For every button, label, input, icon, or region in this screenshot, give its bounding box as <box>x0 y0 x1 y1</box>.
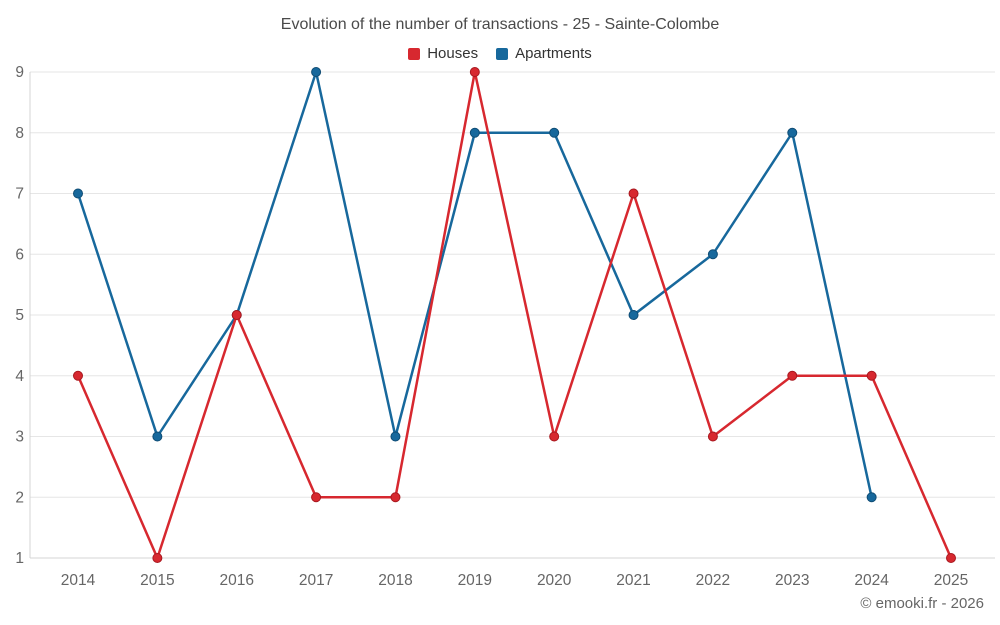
svg-text:2018: 2018 <box>378 572 412 589</box>
svg-text:2015: 2015 <box>140 572 174 589</box>
svg-text:2023: 2023 <box>775 572 809 589</box>
svg-text:1: 1 <box>15 550 24 567</box>
footer-credit: © emooki.fr - 2026 <box>860 595 984 612</box>
svg-text:2021: 2021 <box>616 572 650 589</box>
svg-text:2020: 2020 <box>537 572 572 589</box>
legend-label-apartments: Apartments <box>515 45 592 62</box>
chart-legend: Houses Apartments <box>0 45 1000 62</box>
houses-series-swatch <box>408 47 421 60</box>
svg-text:7: 7 <box>15 186 24 203</box>
svg-text:3: 3 <box>15 429 24 446</box>
chart-title: Evolution of the number of transactions … <box>280 16 720 33</box>
svg-text:2014: 2014 <box>61 572 96 589</box>
svg-text:2: 2 <box>15 489 24 506</box>
svg-text:2017: 2017 <box>299 572 333 589</box>
svg-text:4: 4 <box>15 368 24 385</box>
legend-item-houses[interactable]: Houses <box>408 45 478 62</box>
svg-text:2024: 2024 <box>854 572 889 589</box>
legend-item-apartments[interactable]: Apartments <box>496 45 592 62</box>
svg-text:8: 8 <box>15 125 24 142</box>
svg-text:6: 6 <box>15 246 24 263</box>
svg-text:2022: 2022 <box>696 572 730 589</box>
svg-text:2025: 2025 <box>934 572 968 589</box>
legend-label-houses: Houses <box>427 45 479 62</box>
svg-text:9: 9 <box>15 64 24 81</box>
svg-text:2016: 2016 <box>219 572 253 589</box>
apartments-series-swatch <box>496 47 509 60</box>
svg-text:5: 5 <box>15 307 24 324</box>
svg-text:2019: 2019 <box>458 572 492 589</box>
